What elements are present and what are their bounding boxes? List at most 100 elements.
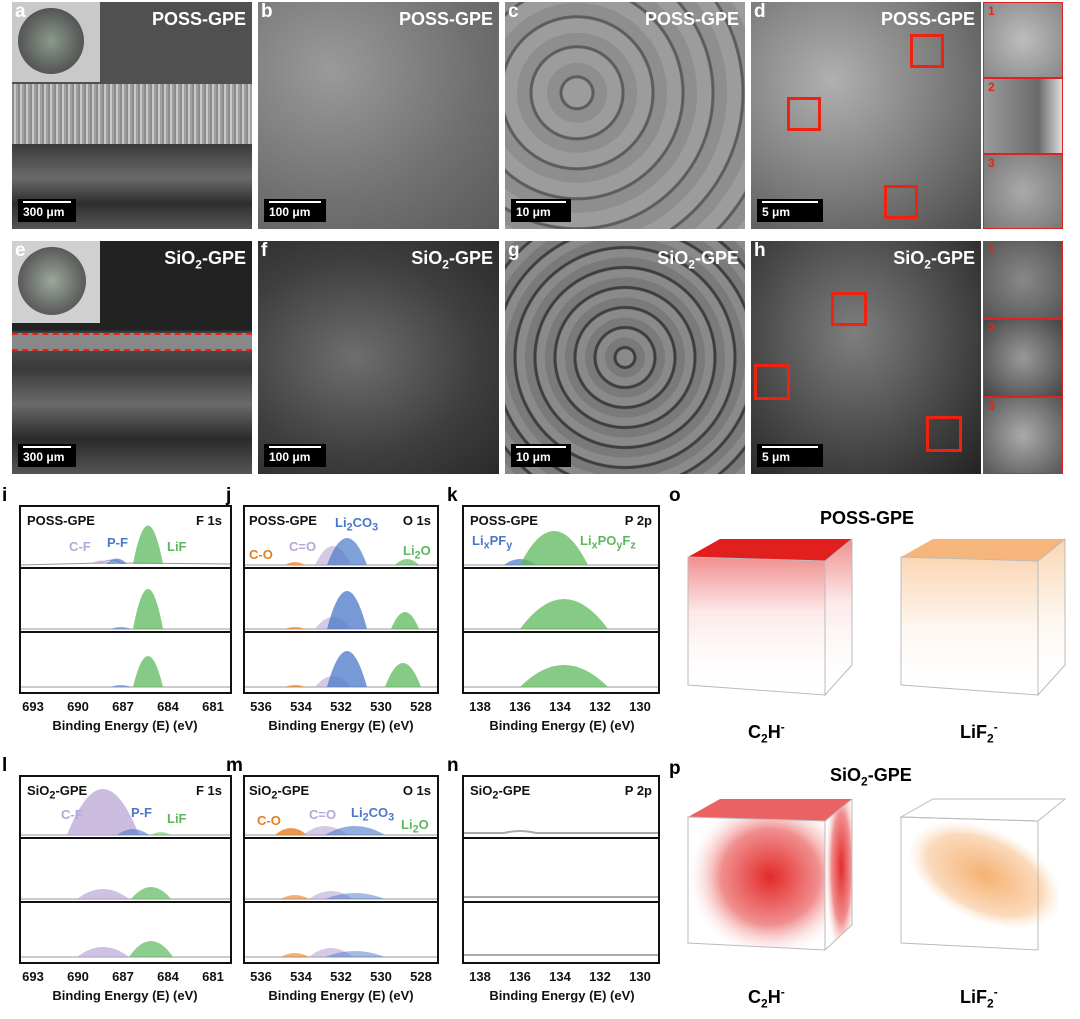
- xps-spectra-m: [245, 826, 437, 958]
- x-ticks-i: 693 690 687 684 681: [22, 699, 224, 714]
- zoom-inset-1: 1: [983, 241, 1063, 319]
- x-ticks-m: 536 534 532 530 528: [250, 969, 432, 984]
- roi-box-1: [910, 34, 944, 68]
- x-axis-label: Binding Energy (E) (eV): [268, 988, 414, 1003]
- peak-p-f: [106, 558, 127, 564]
- xps-spectra-j: [245, 538, 437, 688]
- peak-c-f: [91, 560, 111, 564]
- peak-label: Li2O: [401, 817, 429, 836]
- panel-letter-l: l: [2, 755, 8, 776]
- panel-title: POSS-GPE: [644, 9, 739, 29]
- xps-panel-l: SiO2-GPE F 1s C-F P-F LiF: [19, 775, 232, 964]
- peak-label: LiF: [167, 539, 187, 554]
- panel-letter-m: m: [226, 755, 243, 776]
- zoom-inset-3: 3: [983, 397, 1063, 474]
- cross-section-layer: [12, 84, 252, 144]
- xps-panel-i: POSS-GPE F 1s C-F P-F LiF: [19, 505, 232, 694]
- tof-label-right: LiF2-: [960, 985, 998, 1011]
- core-level-label: O 1s: [402, 513, 431, 528]
- x-ticks-j: 536 534 532 530 528: [250, 699, 432, 714]
- peak-label: LiF: [167, 811, 187, 826]
- sem-panel-g: g SiO2-GPE 10 μm: [505, 241, 745, 474]
- core-level-label: P 2p: [624, 783, 652, 798]
- panel-title: SiO2-GPE: [657, 248, 739, 272]
- peak-lif: [133, 525, 163, 564]
- cube-lif2-sio2: [899, 798, 1067, 951]
- xps-panel-j: POSS-GPE O 1s C-O C=O Li2CO3 Li2O: [243, 505, 439, 694]
- tof-label-right: LiF2-: [960, 720, 998, 746]
- panel-letter: f: [261, 241, 268, 261]
- x-axis-label: Binding Energy (E) (eV): [489, 718, 635, 733]
- xps-panel-m: SiO2-GPE O 1s C-O C=O Li2CO3 Li2O: [243, 775, 439, 964]
- x-ticks-k: 138 136 134 132 130: [469, 699, 651, 714]
- x-ticks-l: 693 690 687 684 681: [22, 969, 224, 984]
- peak-label: LixPFy: [472, 533, 513, 552]
- peak-label: C-O: [249, 547, 273, 562]
- tof-title-p: SiO2-GPE: [830, 765, 912, 789]
- core-level-label: F 1s: [195, 783, 222, 798]
- zoom-inset-3: 3: [983, 154, 1063, 229]
- zoom-inset-2: 2: [983, 319, 1063, 397]
- sem-panel-d: d POSS-GPE 5 μm: [751, 2, 981, 229]
- panel-title: POSS-GPE: [880, 9, 975, 29]
- zoom-inset-1: 1: [983, 2, 1063, 78]
- sem-panel-a: a POSS-GPE 300 μm: [12, 2, 252, 229]
- panel-letter: e: [15, 241, 26, 261]
- cube-c2h-sio2: [687, 797, 853, 952]
- panel-letter: g: [508, 241, 520, 261]
- xps-panel-n: SiO2-GPE P 2p: [462, 775, 660, 964]
- scale-bar: 100 μm: [264, 199, 326, 222]
- sample-label: SiO2-GPE: [470, 783, 531, 802]
- panel-letter-n: n: [447, 755, 459, 776]
- panel-letter: b: [261, 2, 273, 22]
- sem-panel-b: b POSS-GPE 100 μm: [258, 2, 499, 229]
- panel-letter-j: j: [226, 485, 232, 506]
- disc-photo-icon: [18, 247, 86, 315]
- scale-bar: 5 μm: [757, 444, 823, 467]
- peak-label: P-F: [107, 535, 128, 550]
- sample-label: SiO2-GPE: [249, 783, 310, 802]
- tof-title-o: POSS-GPE: [820, 508, 915, 528]
- photo-inset: [12, 241, 100, 323]
- peak-label: LixPOyFz: [580, 533, 636, 552]
- xps-spectra-n: [464, 830, 658, 956]
- cube-lif2-poss: [900, 537, 1066, 697]
- peak-label: Li2CO3: [335, 515, 379, 534]
- panel-letter-i: i: [2, 485, 8, 506]
- sample-label: POSS-GPE: [249, 513, 317, 528]
- core-level-label: O 1s: [402, 783, 431, 798]
- peak-label: C-F: [69, 539, 91, 554]
- cube-c2h-poss: [687, 537, 853, 697]
- xps-spectra-k: [464, 531, 658, 688]
- scale-bar: 5 μm: [757, 199, 823, 222]
- peak-label: C=O: [309, 807, 337, 822]
- core-level-label: F 1s: [195, 513, 222, 528]
- roi-box-3: [926, 416, 962, 452]
- sem-panel-f: f SiO2-GPE 100 μm: [258, 241, 499, 474]
- sample-label: POSS-GPE: [27, 513, 95, 528]
- sem-panel-c: c POSS-GPE 10 μm: [505, 2, 745, 229]
- roi-box-2: [754, 364, 790, 400]
- panel-title: SiO2-GPE: [164, 248, 246, 272]
- xps-spectra-l: [21, 789, 230, 958]
- roi-box-3: [884, 185, 918, 219]
- x-axis-label: Binding Energy (E) (eV): [489, 988, 635, 1003]
- sem-panel-h: h SiO2-GPE 5 μm: [751, 241, 981, 474]
- x-ticks-n: 138 136 134 132 130: [469, 969, 651, 984]
- scale-bar: 10 μm: [511, 199, 571, 222]
- sem-panel-e: e SiO2-GPE 300 μm: [12, 241, 252, 474]
- panel-title: POSS-GPE: [151, 9, 246, 29]
- peak-label: C-F: [61, 807, 83, 822]
- scale-bar: 10 μm: [511, 444, 571, 467]
- panel-letter: c: [508, 2, 519, 22]
- peak-label: Li2CO3: [351, 805, 395, 824]
- panel-title: SiO2-GPE: [893, 248, 975, 272]
- sample-label: SiO2-GPE: [27, 783, 88, 802]
- peak-label: C=O: [289, 539, 317, 554]
- x-axis-label: Binding Energy (E) (eV): [268, 718, 414, 733]
- scale-bar: 300 μm: [18, 444, 76, 467]
- panel-title: POSS-GPE: [398, 9, 493, 29]
- panel-letter: a: [15, 2, 26, 22]
- core-level-label: P 2p: [624, 513, 652, 528]
- roi-box-1: [831, 292, 867, 326]
